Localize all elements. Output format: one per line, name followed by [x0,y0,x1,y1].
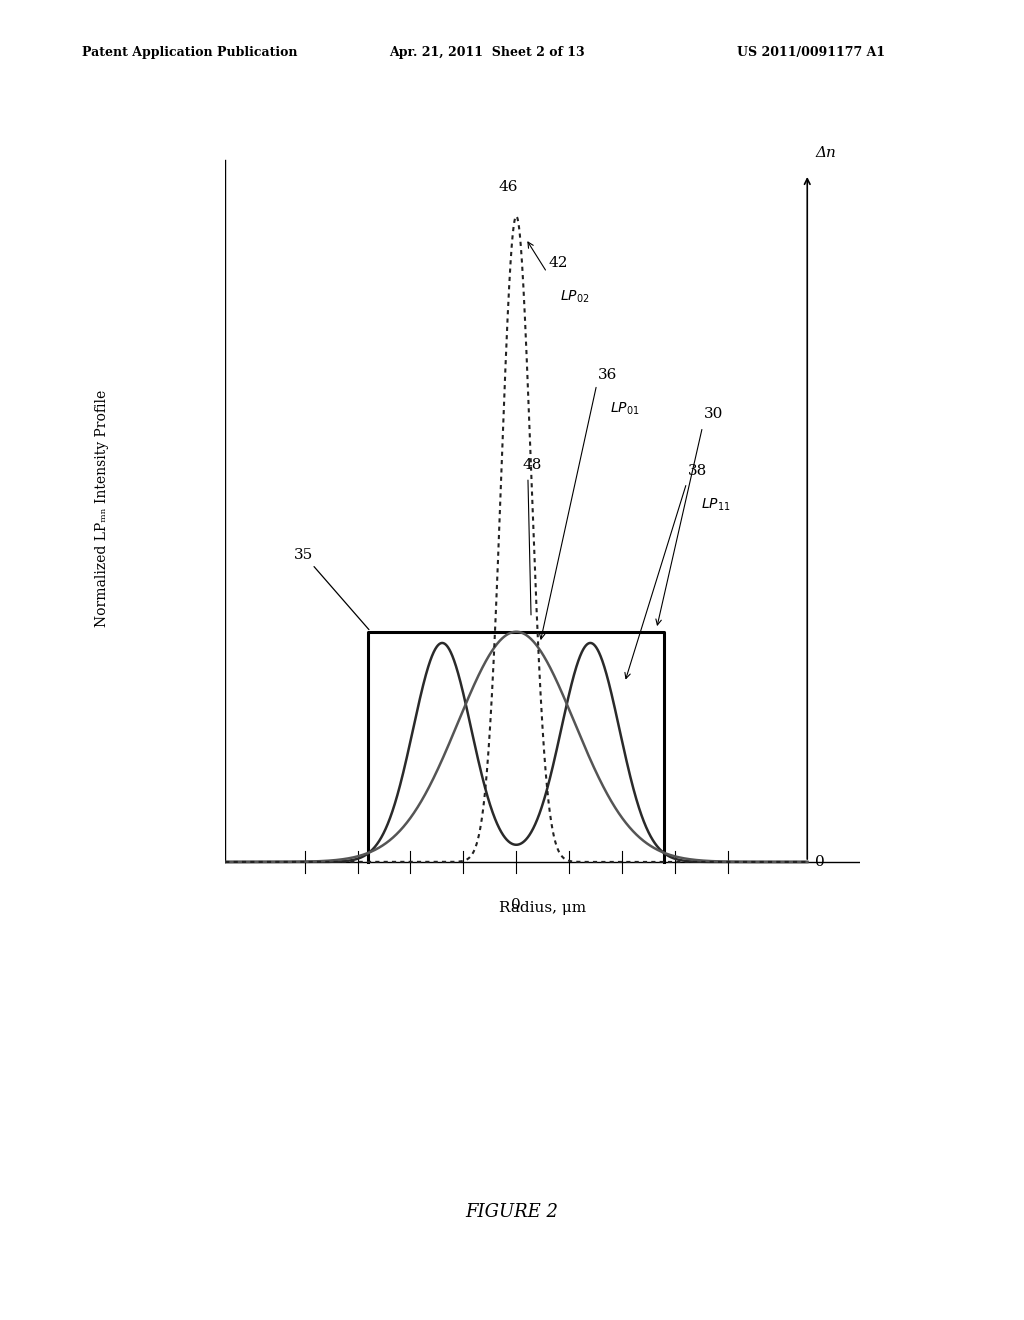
X-axis label: Radius, μm: Radius, μm [499,902,587,915]
Text: 46: 46 [499,180,518,194]
Text: 38: 38 [688,463,708,478]
Text: US 2011/0091177 A1: US 2011/0091177 A1 [737,46,886,59]
Text: Patent Application Publication: Patent Application Publication [82,46,297,59]
Text: $LP_{01}$: $LP_{01}$ [610,401,640,417]
Text: Δn: Δn [815,147,836,160]
Text: 48: 48 [522,458,542,471]
Text: 36: 36 [598,368,617,381]
Text: 35: 35 [294,548,369,630]
Text: FIGURE 2: FIGURE 2 [466,1203,558,1221]
Text: Normalized LPₘₙ Intensity Profile: Normalized LPₘₙ Intensity Profile [95,389,110,627]
Text: Apr. 21, 2011  Sheet 2 of 13: Apr. 21, 2011 Sheet 2 of 13 [389,46,585,59]
Text: 30: 30 [705,408,724,421]
Text: $LP_{02}$: $LP_{02}$ [560,289,589,305]
Text: 0: 0 [511,899,521,912]
Text: 42: 42 [548,256,567,269]
Text: 0: 0 [815,855,825,869]
Text: $LP_{11}$: $LP_{11}$ [701,496,731,512]
